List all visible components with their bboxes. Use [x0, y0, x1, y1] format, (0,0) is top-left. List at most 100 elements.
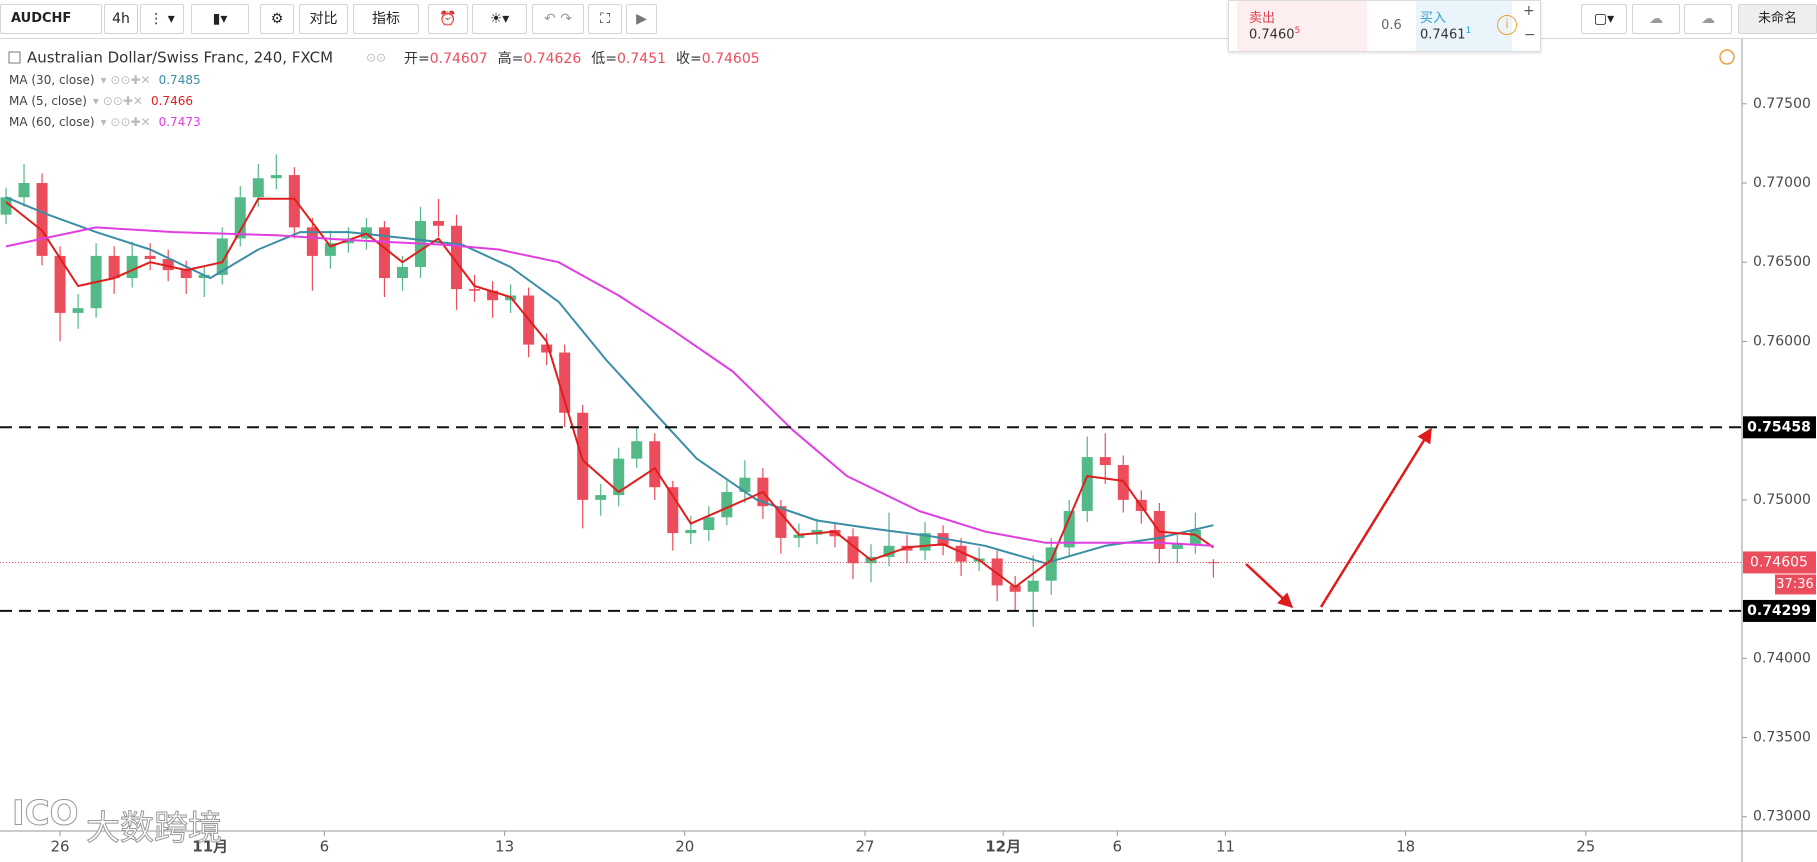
countdown: 37:36 — [1776, 577, 1813, 592]
candle-body — [324, 243, 336, 256]
ohlc-label: 收= — [676, 51, 702, 67]
sell-price-sup: 5 — [1294, 26, 1301, 36]
candle-body — [937, 533, 949, 546]
zoom-in[interactable]: + — [1523, 3, 1535, 19]
x-tick-label: 6 — [320, 838, 330, 856]
interval-button[interactable]: 4h — [104, 4, 138, 34]
ohlc-value: 0.7451 — [617, 51, 666, 67]
candle-body — [252, 178, 264, 198]
ohlc-label: 高= — [498, 50, 524, 67]
candle-body — [433, 221, 445, 226]
candle-body — [919, 533, 931, 551]
sell-box[interactable]: 卖出 0.74605 — [1237, 1, 1367, 51]
ma-legend-icons: ▾ ⊙⊙✚✕ — [93, 94, 143, 108]
candle-body — [306, 227, 318, 256]
ohlc-value: 0.74626 — [523, 51, 581, 67]
cloud-load[interactable]: ☁ — [1632, 4, 1680, 34]
y-tick-label: 0.73500 — [1753, 730, 1811, 746]
candle-body — [1207, 562, 1219, 564]
candle-body — [18, 183, 30, 198]
ma-legend-icons: ▾ ⊙⊙✚✕ — [101, 115, 151, 129]
ma-legend-name: MA (5, close) — [9, 94, 87, 108]
ma-line — [5, 196, 1214, 565]
info-icon[interactable] — [1719, 49, 1735, 65]
interval-menu[interactable]: ⋮ ▾ — [140, 4, 184, 34]
collapse-icon[interactable] — [8, 51, 21, 64]
ma-legend-value: 0.7485 — [159, 73, 201, 87]
candle-body — [577, 412, 589, 500]
candle-body — [631, 441, 643, 459]
ohlc-legend: 开=0.74607 高=0.74626 低=0.7451 收=0.74605 — [404, 50, 760, 67]
candle-body — [775, 506, 787, 538]
replay-button[interactable]: ▶ — [626, 4, 657, 34]
settings-button[interactable]: ⚙ — [260, 4, 294, 34]
x-tick-label: 25 — [1576, 838, 1595, 856]
candle-body — [883, 545, 895, 557]
y-tick-label: 0.77000 — [1753, 175, 1811, 191]
y-tick-label: 0.74000 — [1753, 650, 1811, 666]
compare-button[interactable]: 对比 — [299, 4, 348, 34]
sell-price-main: 0.7460 — [1249, 27, 1295, 43]
watermark: 大数跨境 — [86, 809, 222, 849]
candle-body — [0, 197, 12, 215]
current-price-box — [1743, 551, 1816, 574]
candle-body — [991, 558, 1003, 586]
watermark-logo: ICO — [12, 794, 79, 834]
ohlc-label: 低= — [591, 51, 617, 67]
symbol-input[interactable]: AUDCHF — [0, 4, 102, 34]
candle-body — [36, 183, 48, 256]
candle-body — [288, 175, 300, 228]
fullscreen-button[interactable]: ⛶ — [588, 4, 622, 34]
ohlc-value: 0.74605 — [702, 51, 760, 67]
cloud-save[interactable]: ☁ — [1684, 4, 1732, 34]
ma-legend-name: MA (30, close) — [9, 73, 95, 87]
y-tick-label: 0.76000 — [1753, 333, 1811, 349]
candle-body — [667, 487, 679, 534]
candle-body — [1081, 457, 1093, 511]
alert-button[interactable]: ⏰ — [428, 4, 468, 34]
spread: 0.6 — [1381, 18, 1402, 33]
zoom-out[interactable]: − — [1524, 27, 1536, 43]
buy-price: 0.74611 — [1420, 26, 1471, 42]
layout-button[interactable]: ▢▾ — [1581, 4, 1627, 34]
info-button[interactable]: i — [1497, 15, 1517, 35]
trade-panel: 卖出 0.74605 0.6 买入 0.74611 i + − — [1228, 0, 1541, 52]
sell-price: 0.74605 — [1249, 26, 1300, 42]
x-tick-label: 12月 — [985, 838, 1021, 856]
ma-legend: MA (30, close) ▾ ⊙⊙✚✕ 0.7485 — [9, 73, 201, 87]
layout-name[interactable]: 未命名 — [1738, 4, 1817, 34]
candle-body — [541, 344, 553, 353]
candle-body — [739, 477, 751, 492]
x-tick-label: 11 — [1216, 838, 1235, 856]
candle-body — [180, 270, 192, 279]
candle-body — [595, 495, 607, 500]
idea-button[interactable]: ☀▾ — [472, 4, 527, 34]
chart-style-button[interactable]: ▮▾ — [191, 4, 249, 34]
candle-body — [793, 534, 805, 538]
indicators-button[interactable]: 指标 — [353, 4, 419, 34]
candle-body — [144, 255, 156, 260]
candle-body — [396, 266, 408, 279]
ma-legend-name: MA (60, close) — [9, 115, 95, 129]
y-tick-label: 0.73000 — [1753, 809, 1811, 825]
candle-body — [829, 529, 841, 537]
chart-title: Australian Dollar/Swiss Franc, 240, FXCM — [27, 49, 333, 67]
x-tick-label: 26 — [51, 838, 70, 856]
buy-label: 买入 — [1420, 11, 1447, 26]
candle-body — [126, 255, 138, 279]
candle-body — [685, 529, 697, 534]
candle-body — [703, 517, 715, 530]
candle-body — [613, 458, 625, 496]
level-label: 0.75458 — [1747, 419, 1811, 435]
arrow-down — [1245, 563, 1294, 609]
buy-box[interactable]: 买入 0.74611 — [1416, 1, 1512, 51]
candle-body — [487, 290, 499, 301]
level-label-box — [1743, 416, 1816, 439]
undo-redo[interactable]: ↶ ↷ — [532, 4, 584, 34]
ma-legend: MA (60, close) ▾ ⊙⊙✚✕ 0.7473 — [9, 115, 201, 129]
y-tick-label: 0.75000 — [1753, 492, 1811, 508]
arrow-up — [1319, 427, 1433, 608]
candle-body — [649, 441, 661, 488]
